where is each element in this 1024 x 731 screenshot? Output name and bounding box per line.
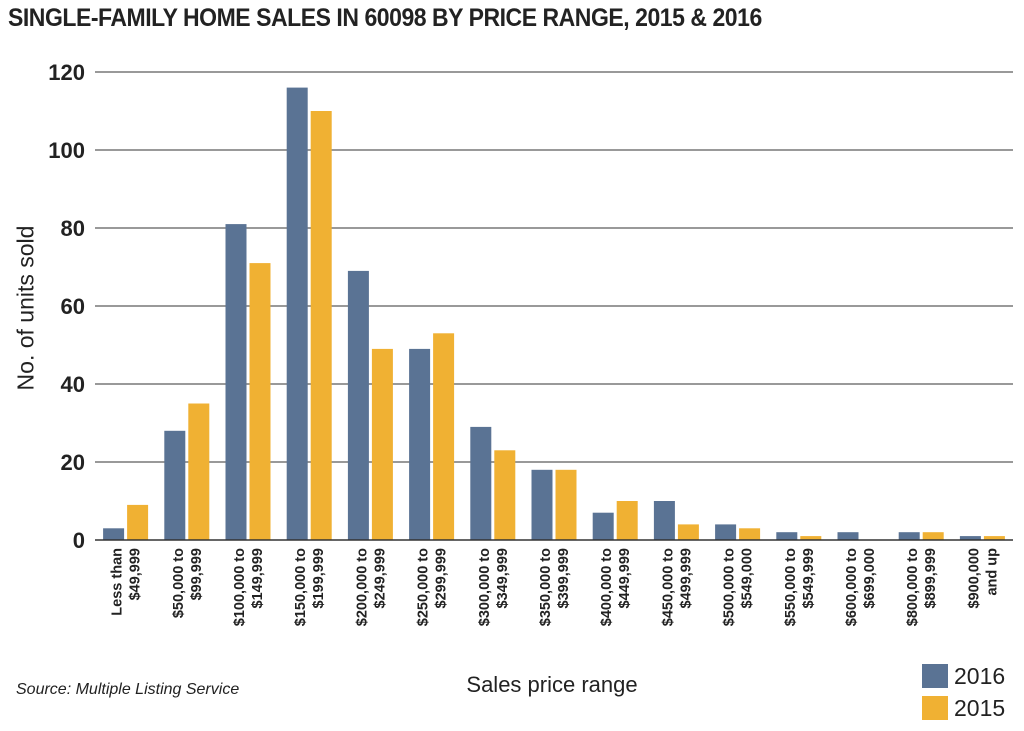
- x-tick-label-line: $899,999: [923, 548, 939, 608]
- x-tick-label-line: and up: [984, 548, 1000, 596]
- x-tick-label: $300,000 to $349,999: [477, 548, 511, 626]
- x-tick-label: $600,000 to $699,000: [844, 548, 878, 626]
- y-tick-label: 0: [73, 528, 85, 553]
- bar-2016: [225, 224, 247, 540]
- bar-2016: [409, 348, 431, 540]
- x-tick-label: $400,000 to $449,999: [599, 548, 633, 626]
- bar-2015: [555, 469, 577, 540]
- bars: [103, 87, 1005, 540]
- x-tick-label: $550,000 to $549,999: [783, 548, 817, 626]
- bar-2016: [164, 430, 186, 540]
- bar-2015: [616, 501, 638, 540]
- bar-2015: [800, 536, 822, 540]
- x-tick-label-line: $100,000 to: [232, 548, 248, 626]
- x-tick-label-line: $550,000 to: [783, 548, 799, 626]
- x-tick-label: $350,000 to $399,999: [538, 548, 572, 626]
- bar-2015: [371, 348, 393, 540]
- bar-2016: [592, 512, 614, 540]
- x-tick-label-line: $200,000 to: [354, 548, 370, 626]
- source-note: Source: Multiple Listing Service: [16, 681, 240, 698]
- bar-2016: [653, 501, 675, 540]
- x-tick-label-line: $500,000 to: [722, 548, 738, 626]
- y-tick-label: 20: [61, 450, 85, 475]
- x-tick-label-line: $350,000 to: [538, 548, 554, 626]
- x-tick-label-line: $299,999: [434, 548, 450, 608]
- legend-label-2015: 2015: [954, 694, 1006, 721]
- y-axis-ticks: 0 20 40 60 80 100 120: [48, 60, 85, 553]
- bar-2015: [494, 450, 516, 540]
- bar-2015: [739, 528, 761, 540]
- x-tick-label-line: $800,000 to: [905, 548, 921, 626]
- bar-2015: [127, 504, 149, 540]
- bar-2016: [286, 87, 308, 540]
- legend: 2016 2015: [922, 660, 1005, 724]
- x-axis-ticks: Less than $49,999 $50,000 to $99,999 $100,00…: [110, 548, 1001, 626]
- x-tick-label-line: $450,000 to: [660, 548, 676, 626]
- x-tick-label-line: $499,999: [678, 548, 694, 608]
- x-tick-label: $150,000 to $199,999: [293, 548, 327, 626]
- x-tick-label-line: $250,000 to: [416, 548, 432, 626]
- bar-2016: [347, 270, 369, 540]
- y-tick-label: 60: [61, 294, 85, 319]
- x-tick-label: $100,000 to $149,999: [232, 548, 266, 626]
- bar-2016: [959, 536, 981, 540]
- x-tick-label: $250,000 to $299,999: [416, 548, 450, 626]
- chart-title: SINGLE-FAMILY HOME SALES IN 60098 BY PRI…: [8, 4, 762, 32]
- x-tick-label-line: $900,000: [966, 548, 982, 608]
- y-tick-label: 120: [48, 60, 85, 85]
- bar-2016: [776, 532, 798, 540]
- x-tick-label: $800,000 to $899,999: [905, 548, 939, 626]
- x-tick-label-line: $149,999: [250, 548, 266, 608]
- bar-2016: [715, 524, 737, 540]
- x-tick-label-line: $549,000: [740, 548, 756, 608]
- bar-2016: [837, 532, 859, 540]
- gridlines: [95, 71, 1013, 463]
- bar-2015: [983, 536, 1005, 540]
- x-axis-label: Sales price range: [466, 672, 638, 697]
- x-tick-label-line: $699,000: [862, 548, 878, 608]
- x-tick-label: $450,000 to $499,999: [660, 548, 694, 626]
- x-tick-label-line: $600,000 to: [844, 548, 860, 626]
- bar-2015: [188, 403, 210, 540]
- x-tick-label-line: $349,999: [495, 548, 511, 608]
- x-tick-label-line: $249,999: [372, 548, 388, 608]
- x-tick-label-line: $49,999: [128, 548, 144, 600]
- bar-2015: [677, 524, 699, 540]
- bar-2016: [898, 532, 920, 540]
- bar-2015: [433, 333, 455, 540]
- y-tick-label: 40: [61, 372, 85, 397]
- legend-swatch-2015: [922, 696, 948, 720]
- bar-2015: [310, 111, 332, 540]
- y-tick-label: 100: [48, 138, 85, 163]
- y-tick-label: 80: [61, 216, 85, 241]
- x-tick-label-line: $150,000 to: [293, 548, 309, 626]
- x-tick-label: $200,000 to $249,999: [354, 548, 388, 626]
- x-tick-label-line: $50,000 to: [171, 548, 187, 618]
- x-tick-label-line: $400,000 to: [599, 548, 615, 626]
- legend-label-2016: 2016: [954, 662, 1006, 689]
- bar-2015: [922, 532, 944, 540]
- x-tick-label-line: $399,999: [556, 548, 572, 608]
- x-tick-label-line: $199,999: [311, 548, 327, 608]
- x-tick-label-line: $99,999: [189, 548, 205, 600]
- x-tick-label-line: $300,000 to: [477, 548, 493, 626]
- x-tick-label: $500,000 to $549,000: [722, 548, 756, 626]
- x-tick-label: Less than $49,999: [110, 548, 144, 616]
- x-tick-label-line: $549,999: [801, 548, 817, 608]
- bar-2016: [470, 426, 492, 540]
- x-tick-label: $900,000 and up: [966, 548, 1000, 609]
- bar-2015: [249, 263, 271, 540]
- bar-2016: [531, 469, 553, 540]
- x-tick-label-line: Less than: [110, 548, 126, 616]
- legend-item-2015: 2015: [922, 692, 1005, 724]
- legend-item-2016: 2016: [922, 660, 1005, 692]
- x-tick-label-line: $449,999: [617, 548, 633, 608]
- x-tick-label: $50,000 to $99,999: [171, 548, 205, 618]
- bar-2016: [103, 528, 125, 540]
- legend-swatch-2016: [922, 664, 948, 688]
- y-axis-label: No. of units sold: [12, 225, 39, 391]
